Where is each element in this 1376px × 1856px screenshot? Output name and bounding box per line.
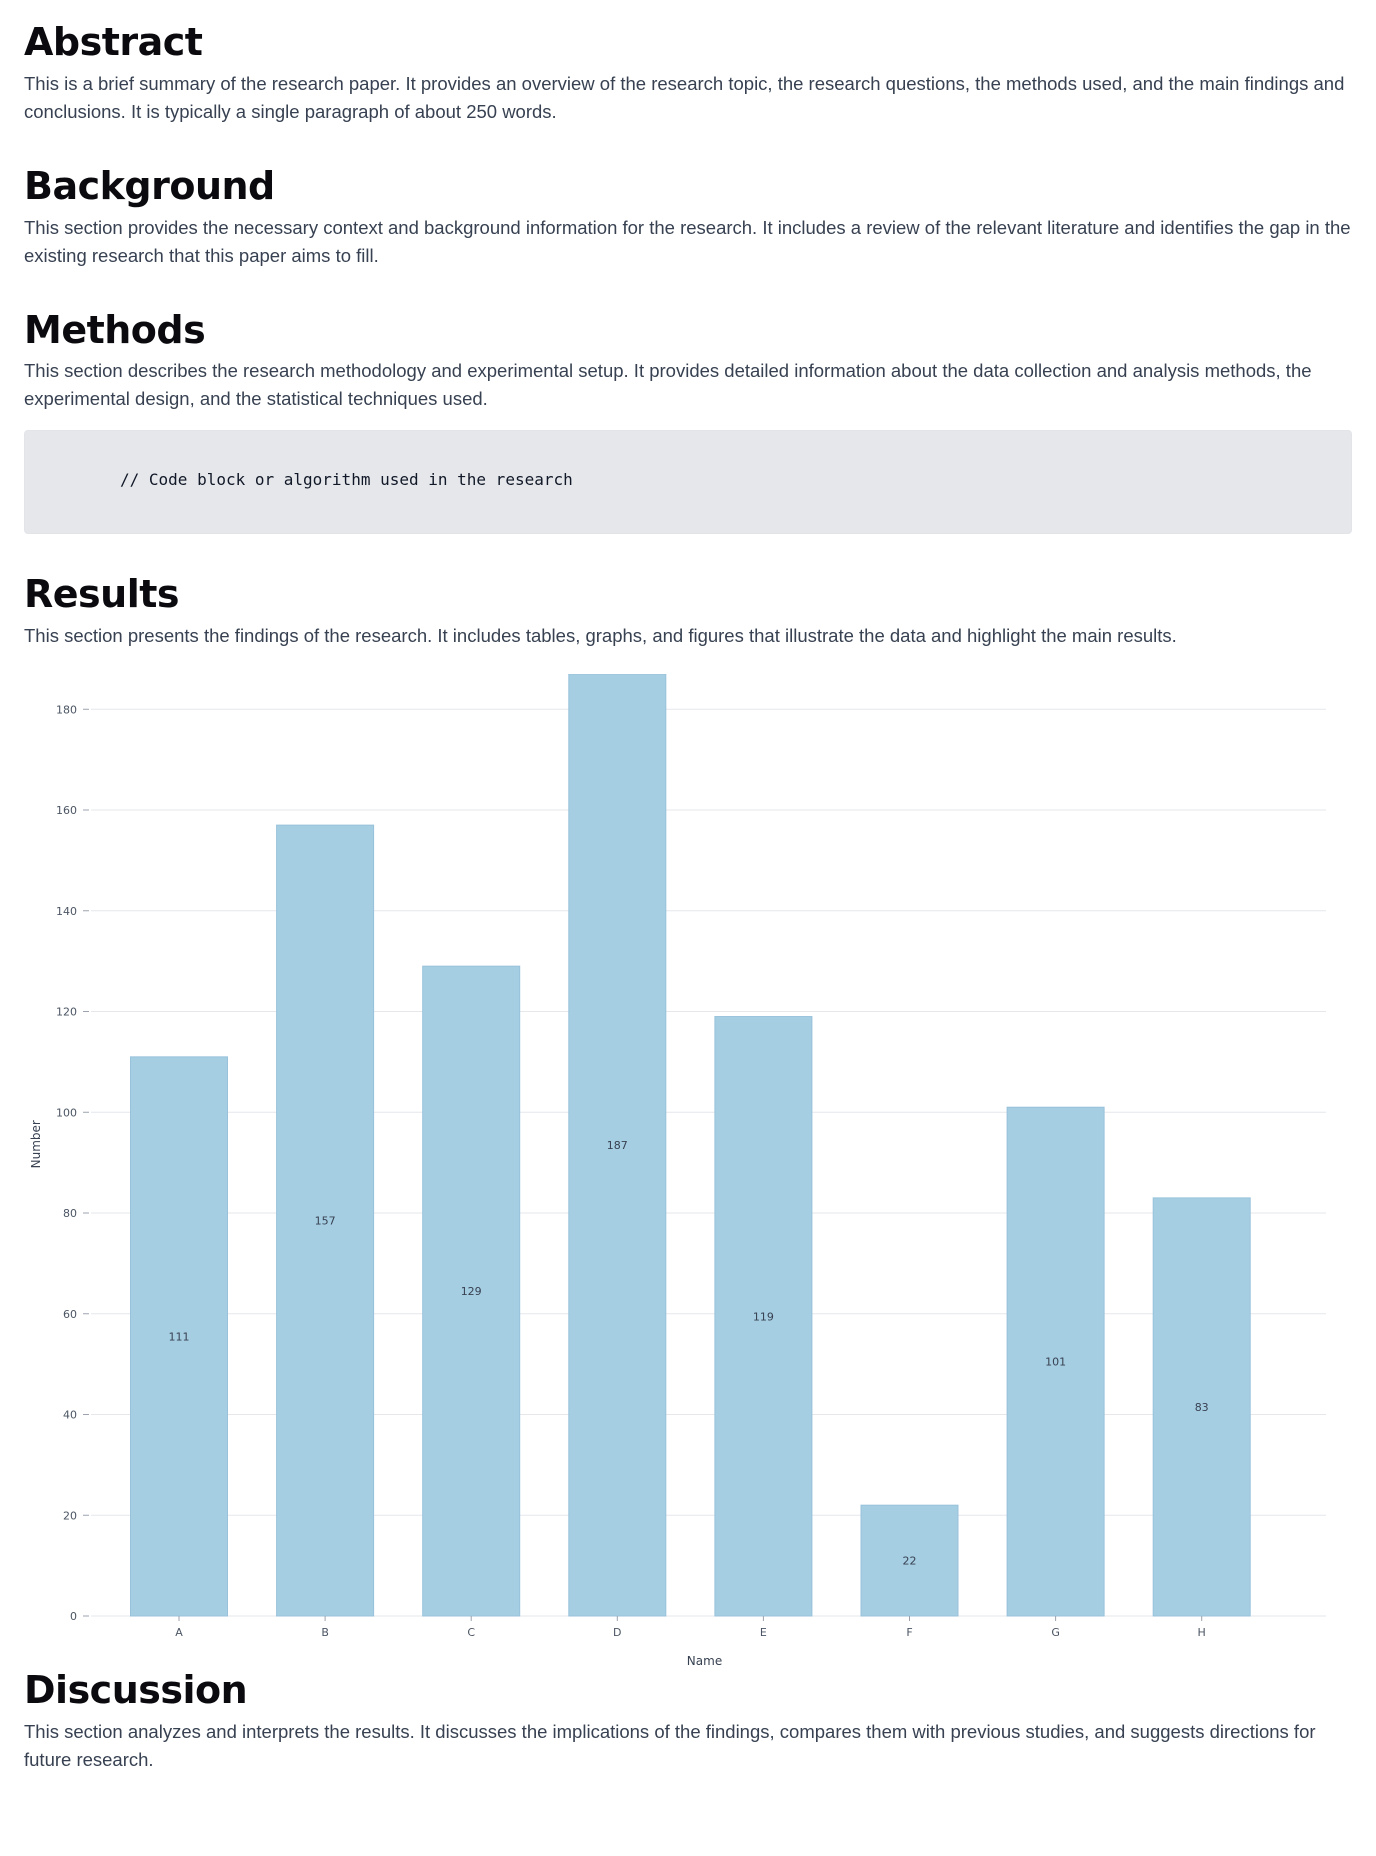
x-tick-label: B — [321, 1626, 329, 1639]
y-tick-label: 80 — [63, 1207, 77, 1220]
y-tick-label: 100 — [56, 1106, 77, 1119]
discussion-text: This section analyzes and interprets the… — [24, 1720, 1316, 1770]
abstract-section: Abstract This is a brief summary of the … — [24, 0, 1352, 126]
bar-G — [1006, 1106, 1105, 1617]
code-block: // Code block or algorithm used in the r… — [24, 430, 1352, 535]
y-tick-label: 40 — [63, 1409, 77, 1422]
x-tick-label: F — [906, 1626, 912, 1639]
background-text: This section provides the necessary cont… — [24, 216, 1351, 266]
y-tick-label: 160 — [56, 804, 77, 817]
results-section: Results This section presents the findin… — [24, 534, 1352, 1670]
background-heading: Background — [24, 163, 275, 208]
background-section: Background This section provides the nec… — [24, 126, 1352, 270]
bar-A — [130, 1056, 228, 1617]
methods-section: Methods This section describes the resea… — [24, 270, 1352, 535]
y-tick-label: 180 — [56, 703, 77, 716]
x-tick-label: H — [1198, 1626, 1206, 1639]
abstract-text: This is a brief summary of the research … — [24, 72, 1345, 122]
y-tick-label: 0 — [70, 1610, 77, 1623]
bar-F — [860, 1504, 959, 1617]
bar-E — [714, 1016, 813, 1617]
x-tick-label: D — [613, 1626, 621, 1639]
bar-value-label: 83 — [1195, 1401, 1209, 1414]
x-tick-label: G — [1051, 1626, 1060, 1639]
x-tick-label: A — [175, 1626, 183, 1639]
x-axis-title: Name — [687, 1654, 722, 1668]
bar-value-label: 22 — [903, 1555, 917, 1568]
methods-heading: Methods — [24, 307, 206, 352]
bar-value-label: 101 — [1045, 1356, 1066, 1369]
results-heading: Results — [24, 572, 180, 617]
discussion-section: Discussion This section analyzes and int… — [24, 1668, 1352, 1774]
results-text: This section presents the findings of th… — [24, 625, 1177, 647]
y-axis-title: Number — [29, 1120, 43, 1168]
discussion-heading: Discussion — [24, 1668, 248, 1713]
bar-value-label: 157 — [315, 1215, 336, 1228]
page: Abstract This is a brief summary of the … — [24, 0, 1352, 1774]
bar-H — [1152, 1197, 1251, 1617]
y-tick-label: 20 — [63, 1509, 77, 1522]
abstract-heading: Abstract — [24, 20, 203, 64]
y-tick-label: 140 — [56, 905, 77, 918]
bar-value-label: 129 — [461, 1285, 482, 1298]
methods-text: This section describes the research meth… — [24, 360, 1312, 410]
y-tick-label: 60 — [63, 1308, 77, 1321]
bar-C — [422, 965, 521, 1617]
bar-D — [568, 674, 667, 1617]
bar-value-label: 111 — [169, 1331, 190, 1344]
code-snippet: // Code block or algorithm used in the r… — [120, 470, 573, 490]
bar-value-label: 187 — [607, 1139, 628, 1152]
x-tick-label: E — [760, 1626, 767, 1639]
bar-value-label: 119 — [753, 1310, 774, 1323]
y-tick-label: 120 — [56, 1006, 77, 1019]
results-bar-chart: 0 20 40 60 80 100 120 140 160 180 111 A 157 B 129 C 187 D… — [24, 674, 1352, 1670]
x-tick-label: C — [467, 1626, 475, 1639]
bar-chart-svg: 0 20 40 60 80 100 120 140 160 180 111 A 157 B 129 C 187 D… — [29, 674, 1326, 1668]
